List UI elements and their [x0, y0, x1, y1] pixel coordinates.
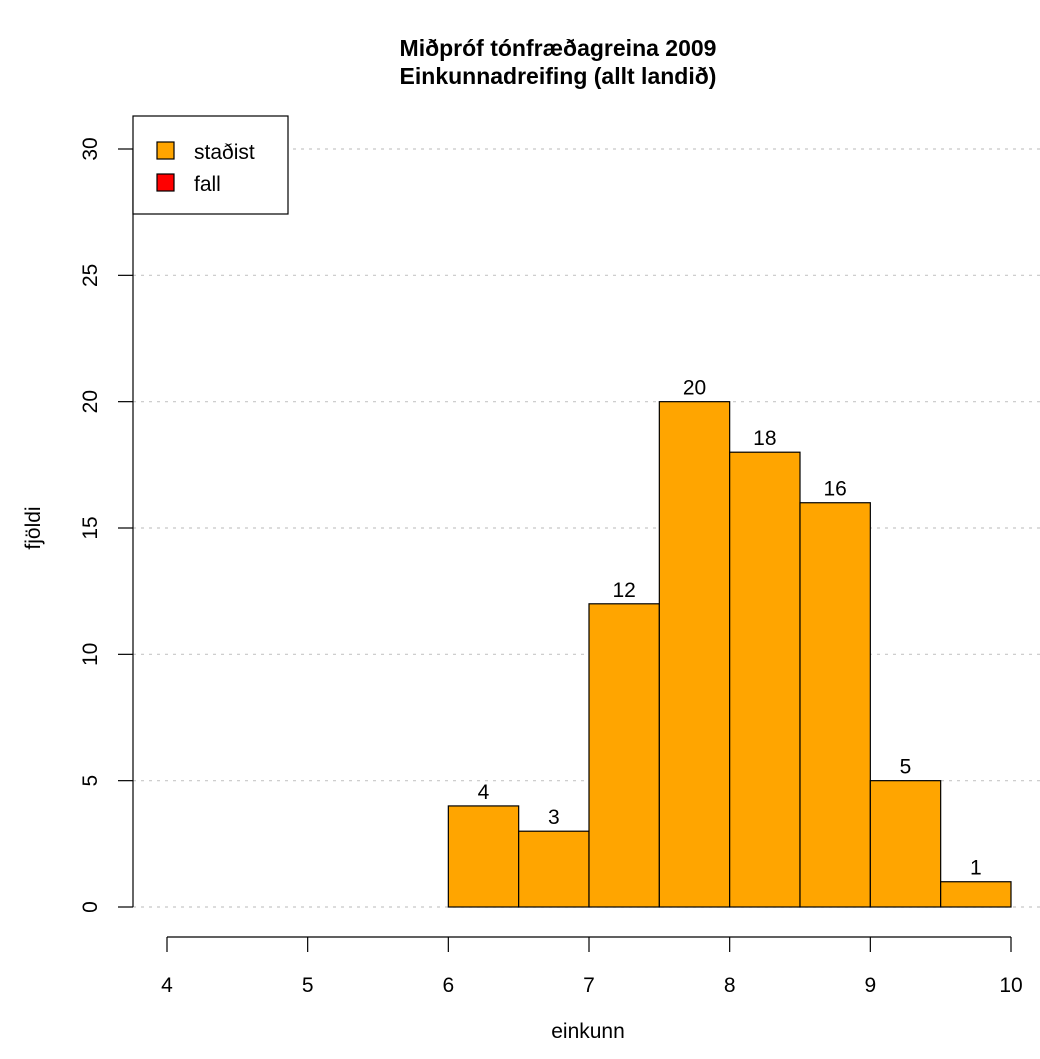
x-tick-label: 4: [161, 974, 173, 997]
bar-value-label: 5: [900, 756, 912, 779]
bar: [518, 830, 590, 908]
legend-label-stadist: staðist: [194, 141, 255, 164]
bar-value-label: 4: [478, 781, 490, 804]
y-axis-label: fjöldi: [22, 506, 45, 549]
x-tick-label: 6: [442, 974, 454, 997]
bar-value-label: 18: [753, 427, 776, 450]
x-tick-label: 7: [583, 974, 595, 997]
bar: [799, 502, 871, 908]
bar: [588, 603, 660, 908]
legend-swatch-stadist: [156, 141, 175, 160]
y-axis: 0 5 10 15 20 25 30: [79, 137, 134, 913]
bar-value-label: 1: [970, 857, 982, 880]
chart-title-line-2: Einkunnadreifing (allt landið): [400, 63, 717, 89]
y-tick-label: 25: [79, 264, 102, 287]
bar-value-labels: 4 3 12 20 18 16 5 1: [478, 377, 982, 880]
bar-value-label: 20: [683, 377, 706, 400]
y-tick-label: 0: [79, 901, 102, 913]
legend-label-fall: fall: [194, 173, 221, 196]
y-tick-label: 5: [79, 775, 102, 787]
bar: [940, 881, 1012, 908]
legend-box: [132, 115, 289, 215]
x-axis-label: einkunn: [551, 1020, 625, 1043]
x-tick-label: 10: [999, 974, 1022, 997]
y-tick-label: 20: [79, 390, 102, 413]
legend-swatch-fall: [156, 173, 175, 192]
legend: staðist fall: [132, 115, 289, 215]
bar-value-label: 3: [548, 806, 560, 829]
x-tick-label: 8: [724, 974, 736, 997]
bar: [869, 780, 942, 908]
x-tick-label: 5: [302, 974, 314, 997]
chart-title-line-1: Miðpróf tónfræðagreina 2009: [400, 35, 717, 61]
bar-value-label: 12: [612, 579, 635, 602]
bar-value-label: 16: [823, 478, 846, 501]
y-tick-label: 30: [79, 137, 102, 160]
bars: [447, 401, 1012, 908]
bar: [729, 451, 801, 908]
x-tick-label: 9: [864, 974, 876, 997]
bar: [658, 401, 731, 908]
x-axis: 4 5 6 7 8 9 10: [161, 936, 1023, 997]
bar: [447, 805, 520, 908]
y-tick-label: 10: [79, 643, 102, 666]
y-tick-label: 15: [79, 516, 102, 539]
